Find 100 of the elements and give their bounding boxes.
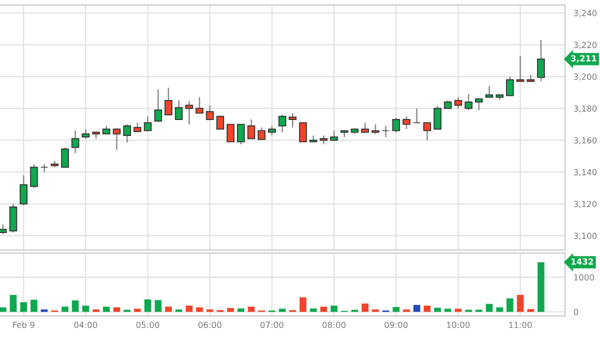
bar (424, 306, 431, 312)
y-tick-label: 3,200 (574, 74, 597, 81)
x-tick-label: 11:00 (509, 322, 532, 328)
bar (30, 300, 38, 312)
bar (372, 309, 379, 312)
candlestick (247, 118, 256, 140)
bar (527, 309, 534, 312)
y-tick-label: 3,240 (574, 10, 597, 18)
candlestick (288, 112, 297, 128)
candlestick (82, 128, 90, 140)
candlestick (216, 114, 224, 130)
candlestick (144, 116, 152, 132)
bar (403, 309, 410, 312)
bar (434, 308, 441, 312)
bar (206, 309, 214, 312)
y-tick-label: 3,220 (574, 42, 597, 49)
bar (278, 308, 286, 312)
candlestick (30, 163, 38, 189)
candlestick (0, 224, 7, 235)
bar (92, 309, 100, 312)
bar (237, 308, 244, 312)
candlestick (164, 87, 172, 116)
y-tick-label: 1000 (574, 274, 594, 281)
candlestick (423, 122, 432, 141)
candlestick (372, 124, 380, 134)
candlestick (237, 124, 245, 145)
bar (310, 308, 317, 312)
bar (444, 308, 452, 312)
candlestick (268, 125, 276, 136)
bar (362, 304, 368, 312)
bar (506, 298, 514, 312)
x-tick-label: 08:00 (322, 322, 346, 328)
candlestick (361, 122, 369, 133)
bar (62, 306, 68, 312)
candlestick (278, 114, 286, 133)
bar (134, 308, 141, 312)
bar (454, 308, 462, 312)
candlestick (464, 93, 472, 111)
x-tick-label: 04:00 (74, 322, 98, 328)
candlestick (185, 100, 194, 125)
bar (175, 309, 182, 312)
bar (300, 297, 306, 312)
bar (392, 307, 400, 312)
bar (538, 262, 544, 312)
bar (186, 306, 193, 312)
x-tick-label: 06:00 (198, 322, 222, 328)
bar (102, 306, 110, 312)
bar (248, 306, 255, 312)
bar (320, 306, 328, 312)
bar (72, 300, 79, 312)
candlestick (434, 105, 442, 130)
bar (20, 302, 28, 312)
bar (413, 304, 420, 312)
candlestick (196, 96, 204, 114)
bar (486, 304, 493, 312)
bar (496, 307, 504, 312)
bar (516, 294, 524, 312)
candlestick (40, 163, 48, 173)
bar (144, 299, 152, 312)
candlestick (61, 146, 69, 168)
candlestick (20, 174, 28, 206)
candlestick (154, 88, 162, 123)
bar (330, 306, 338, 312)
candlestick (392, 117, 400, 133)
text: 3,211 (571, 55, 596, 63)
text: 1432 (571, 258, 594, 265)
candlestick (299, 122, 307, 142)
bar (40, 309, 48, 312)
candlestick (537, 39, 545, 82)
candlestick (485, 86, 494, 98)
bar (113, 307, 120, 312)
bar (82, 306, 90, 312)
y-tick-label: 0 (574, 308, 578, 316)
y-tick-label: 3,160 (574, 137, 597, 144)
candlestick (134, 122, 142, 133)
y-tick-label: 3,180 (574, 105, 597, 113)
candlestick (516, 55, 524, 82)
x-tick-label: 07:00 (260, 322, 284, 328)
candlestick (382, 125, 390, 138)
bar (227, 308, 234, 312)
candlestick (9, 203, 18, 234)
candlestick (330, 130, 338, 141)
bar (154, 300, 162, 312)
candlestick (71, 130, 80, 154)
bar (0, 307, 6, 312)
candlestick (412, 108, 421, 124)
candlestick (454, 96, 462, 110)
candlestick (506, 76, 514, 96)
y-tick-label: 3,140 (574, 169, 597, 176)
x-tick-label: Feb 9 (13, 322, 34, 328)
y-tick-label: 3,100 (574, 232, 597, 240)
candlestick (258, 126, 266, 141)
x-tick-label: 05:00 (136, 322, 160, 328)
y-tick-label: 3,120 (574, 200, 597, 208)
bar (10, 294, 17, 312)
candlestick (206, 104, 214, 121)
candlestick (112, 128, 121, 150)
bar (165, 306, 172, 312)
bar (196, 307, 203, 312)
x-tick-label: 10:00 (447, 322, 470, 328)
